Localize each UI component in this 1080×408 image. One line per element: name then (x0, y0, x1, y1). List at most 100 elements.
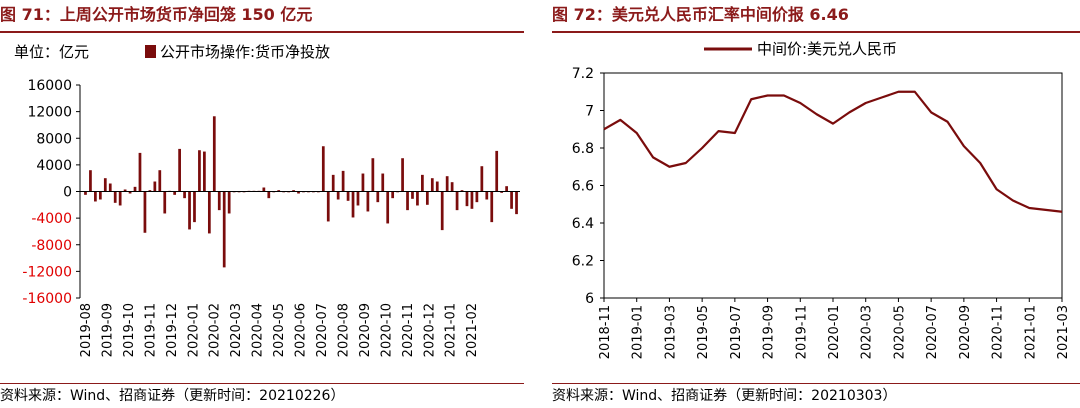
bar (277, 190, 281, 192)
bar (297, 191, 300, 194)
bar (470, 191, 474, 209)
bar (222, 191, 226, 268)
x-tick-label: 2020-01 (186, 303, 201, 357)
y-tick-label: 6.2 (572, 254, 594, 270)
bar (94, 191, 97, 202)
left-bar-chart: 单位：亿元 公开市场操作:货币净投放 16000 12000 8000 4000 0 -400… (14, 43, 520, 357)
bar (138, 152, 142, 192)
y-tick-label: -4000 (31, 211, 72, 227)
x-tick-label: 2019-12 (165, 303, 180, 357)
bar (416, 191, 419, 206)
y-tick-label: 6 (585, 291, 594, 307)
x-tick-label: 2019-09 (101, 303, 116, 357)
y-tick-label: 16000 (27, 78, 72, 94)
bar (495, 150, 499, 192)
left-source-note: 资料来源：Wind、招商证券（更新时间：20210226） (0, 388, 345, 404)
left-source-rule (0, 383, 524, 384)
x-tick-label: 2019-09 (762, 305, 777, 359)
bar (510, 191, 513, 209)
bar (198, 150, 201, 192)
bar (84, 191, 87, 195)
legend-label: 中间价:美元兑人民币 (757, 40, 897, 58)
x-tick-label: 2020-07 (315, 303, 330, 357)
bar (430, 178, 434, 192)
bar (153, 181, 157, 192)
bar (143, 191, 147, 233)
right-source-rule (552, 383, 1080, 384)
bar (351, 191, 355, 218)
bar (336, 191, 340, 200)
x-tick-label: 2018-11 (598, 305, 613, 359)
bar (401, 158, 404, 192)
bar (267, 191, 271, 199)
x-tick-label: 2020-11 (991, 305, 1006, 359)
bar (361, 173, 365, 192)
bar (490, 191, 494, 223)
bar (475, 191, 479, 203)
bar (103, 178, 107, 192)
x-tick-label: 2021-01 (1023, 305, 1038, 359)
right-line-chart: 中间价:美元兑人民币 7.2 7 6.8 6.6 6.4 6.2 6 2018-11 2019-0… (572, 40, 1071, 359)
y-tick-label: -8000 (31, 238, 72, 254)
left-chart-title: 图 71：上周公开市场货币净回笼 150 亿元 (0, 5, 313, 24)
y-tick-label: 12000 (27, 105, 72, 121)
right-chart-panel: 图 72：美元兑人民币汇率中间价报 6.46 中间价:美元兑人民币 7.2 7 6.8… (552, 0, 1080, 408)
x-tick-label: 2019-11 (143, 303, 158, 357)
bar (480, 166, 484, 192)
bar (386, 191, 390, 224)
x-tick-label: 2020-07 (925, 305, 940, 359)
bar (485, 191, 489, 200)
y-tick-label: 6.8 (572, 141, 594, 157)
y-tick-label: -12000 (22, 264, 72, 280)
bar (321, 146, 325, 192)
x-tick-label: 2020-09 (958, 305, 973, 359)
x-tick-label: 2020-10 (379, 303, 394, 357)
bar (193, 191, 196, 223)
right-source-note: 资料来源：Wind、招商证券（更新时间：20210303） (552, 388, 897, 404)
bar (123, 189, 127, 192)
x-tick-label: 2020-08 (336, 303, 351, 357)
x-tick-label: 2019-05 (696, 305, 711, 359)
bar (178, 148, 181, 192)
bar (326, 191, 330, 222)
bar (163, 191, 167, 214)
bar (203, 151, 206, 192)
x-tick-label: 2020-06 (294, 303, 309, 357)
x-tick-label: 2020-03 (860, 305, 875, 359)
x-tick-label: 2020-02 (208, 303, 223, 357)
y-tick-label: 4000 (36, 158, 72, 174)
x-tick-label: 2021-01 (444, 303, 459, 357)
x-tick-label: 2020-05 (272, 303, 287, 357)
bar (183, 191, 186, 199)
bar (108, 183, 112, 192)
bar (262, 187, 266, 192)
bar (381, 173, 385, 192)
bar (148, 190, 152, 192)
bar (435, 181, 439, 192)
bar (217, 191, 221, 211)
x-tick-label: 2020-11 (401, 303, 416, 357)
bar (505, 186, 508, 192)
x-tick-label: 2020-01 (827, 305, 842, 359)
bar (98, 191, 102, 200)
x-tick-label: 2020-09 (358, 303, 373, 357)
bar (421, 174, 424, 192)
bar (515, 191, 518, 215)
bar (425, 191, 429, 205)
y-tick-label: 6.4 (572, 216, 594, 232)
x-tick-label: 2019-07 (729, 305, 744, 359)
right-chart-title: 图 72：美元兑人民币汇率中间价报 6.46 (552, 5, 849, 24)
y-tick-label: 7.2 (572, 66, 594, 82)
bar (445, 176, 449, 192)
x-tick-label: 2019-01 (631, 305, 646, 359)
x-tick-label: 2020-12 (422, 303, 437, 357)
bar (371, 158, 375, 192)
bar (341, 170, 345, 192)
x-tick-label: 2020-04 (251, 303, 266, 357)
legend-label: 公开市场操作:货币净投放 (160, 43, 330, 61)
bar (460, 190, 464, 192)
bar (346, 191, 350, 201)
y-tick-label: 8000 (36, 131, 72, 147)
bar (292, 190, 295, 192)
bar (173, 191, 177, 195)
